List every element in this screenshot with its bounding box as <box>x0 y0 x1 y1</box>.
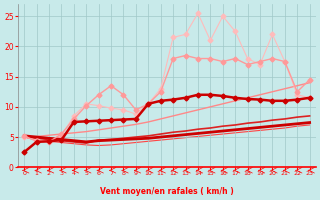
X-axis label: Vent moyen/en rafales ( km/h ): Vent moyen/en rafales ( km/h ) <box>100 187 234 196</box>
